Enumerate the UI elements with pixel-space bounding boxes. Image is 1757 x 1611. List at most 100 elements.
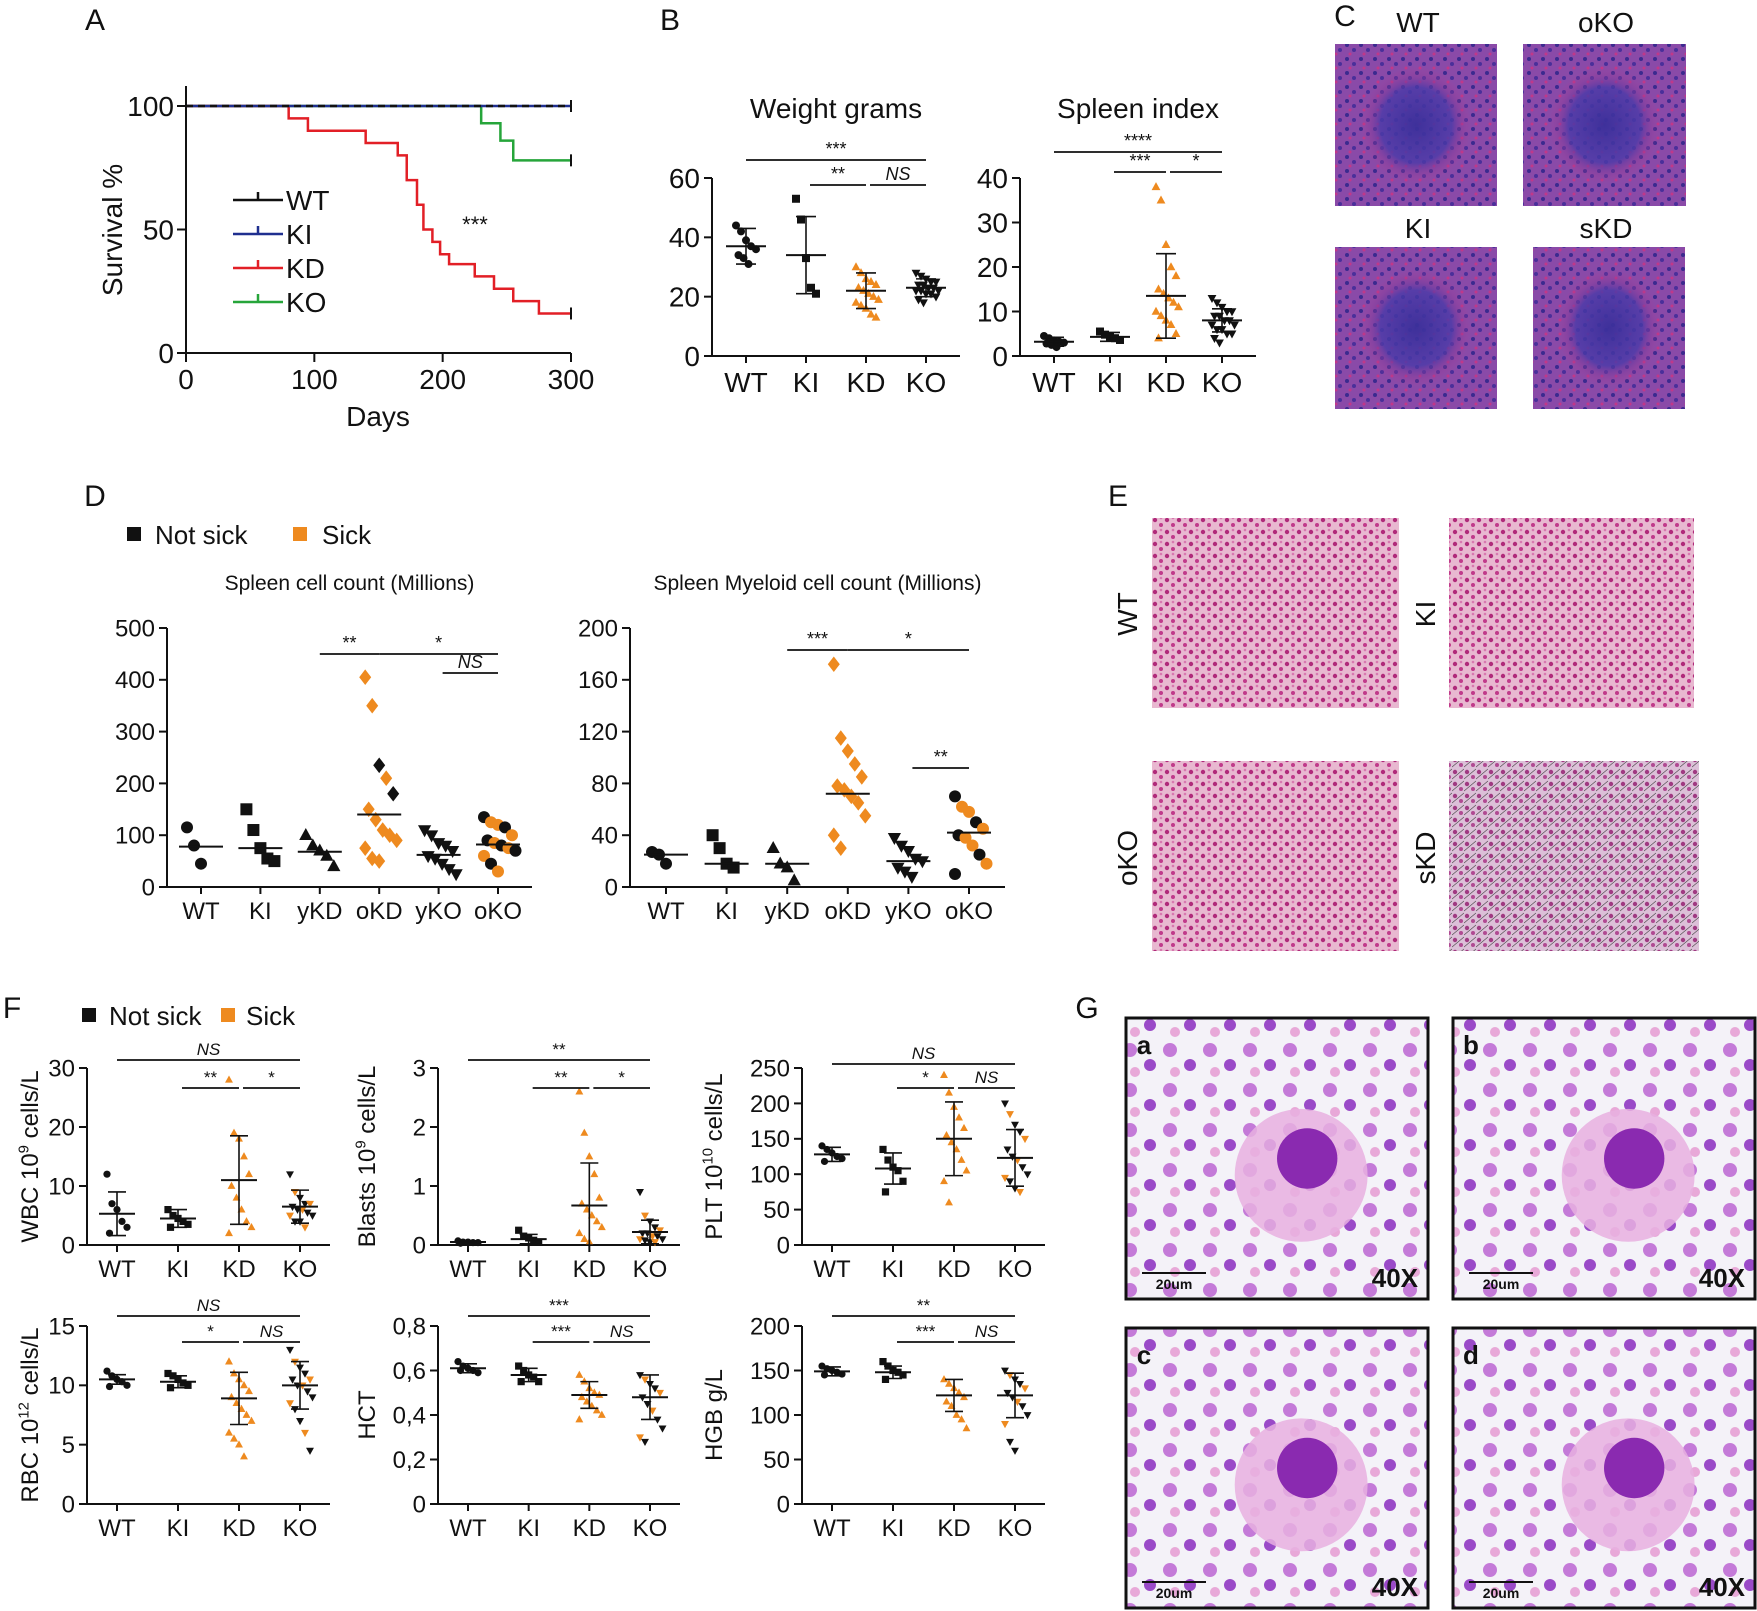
significance-label: ** — [204, 1068, 218, 1087]
x-tick-label: WT — [813, 1515, 851, 1542]
label-part: RBC 10 — [17, 1419, 44, 1503]
data-point — [1154, 284, 1163, 293]
y-tick-label: 100 — [750, 1402, 790, 1429]
data-point — [834, 840, 847, 856]
data-point — [1096, 327, 1104, 336]
data-point — [1227, 308, 1237, 317]
data-point — [973, 848, 986, 861]
data-point — [299, 828, 313, 840]
y-tick-label: 40 — [669, 222, 700, 253]
data-point — [952, 1410, 961, 1418]
y-tick-label: 10 — [977, 296, 1008, 327]
data-point — [575, 1415, 584, 1423]
data-point — [653, 1233, 662, 1241]
data-point — [1111, 334, 1119, 343]
data-point — [859, 807, 872, 824]
data-point — [831, 778, 844, 794]
data-point — [123, 1223, 131, 1231]
data-point — [301, 1224, 309, 1232]
figure-labels: Not sick Sick Not sick Sick A B C D E F G — [3, 0, 1356, 1031]
data-point — [286, 1171, 294, 1179]
y-tick-label: 0 — [684, 341, 700, 372]
x-tick-label: WT — [813, 1256, 851, 1283]
data-point — [1207, 294, 1217, 303]
data-point — [597, 1410, 606, 1418]
data-point — [184, 1220, 192, 1228]
data-point — [1001, 1174, 1009, 1183]
panel-letter-e: E — [1108, 480, 1128, 513]
significance-label: * — [922, 1068, 929, 1087]
data-point — [179, 1379, 187, 1387]
data-point — [499, 821, 511, 834]
data-point — [851, 262, 861, 271]
data-point — [245, 1169, 253, 1178]
follicle — [1549, 66, 1660, 184]
data-point — [306, 1200, 314, 1209]
data-point — [1006, 1111, 1014, 1119]
data-point — [869, 291, 878, 300]
data-point — [955, 1388, 963, 1396]
survival-curve-ko — [186, 104, 571, 162]
significance-label: *** — [807, 629, 828, 649]
x-tick-label: KD — [573, 1256, 606, 1283]
y-tick-label: 200 — [115, 771, 155, 798]
y-tick-label: 0 — [158, 338, 174, 369]
y-tick-label: 0,6 — [393, 1358, 426, 1385]
y-tick-label: 50 — [143, 215, 174, 246]
panel-letter-a: A — [85, 4, 105, 37]
data-point — [962, 1424, 971, 1432]
data-point — [291, 1218, 299, 1226]
x-tick-label: oKD — [824, 898, 871, 925]
data-point — [1003, 1389, 1012, 1398]
data-point — [838, 782, 851, 798]
data-point — [242, 1217, 251, 1225]
data-point — [1006, 1438, 1014, 1447]
y-tick-label: 0 — [605, 874, 618, 901]
data-point — [506, 829, 518, 842]
data-point — [914, 296, 923, 305]
data-point — [899, 1371, 907, 1379]
data-point — [474, 1369, 482, 1377]
legend-label: KI — [286, 219, 312, 250]
data-point — [1021, 1135, 1029, 1144]
label-part: cells/L — [354, 1066, 381, 1141]
y-tick-label: 100 — [750, 1162, 790, 1189]
y-tick-label: 0 — [142, 874, 155, 901]
data-point — [103, 1367, 111, 1375]
data-point — [247, 1222, 256, 1231]
data-point — [428, 853, 442, 866]
image-label: sKD — [1410, 832, 1441, 885]
data-point — [303, 1209, 312, 1217]
data-point — [245, 1386, 253, 1395]
legend-label: Sick — [322, 520, 372, 550]
cell-nucleus — [1604, 1128, 1665, 1189]
data-point — [230, 1434, 238, 1442]
data-point — [590, 1169, 599, 1178]
x-tick-label: KI — [517, 1256, 540, 1283]
data-point — [1011, 1447, 1019, 1455]
data-point — [179, 1217, 187, 1225]
data-point — [240, 1152, 248, 1160]
x-tick-label: KD — [937, 1515, 970, 1542]
image-label: oKO — [1112, 830, 1143, 886]
significance-label: *** — [462, 212, 488, 237]
y-axis-label: RBC 1012 cells/L — [16, 1327, 44, 1502]
y-tick-label: 200 — [578, 615, 618, 642]
follicle — [1360, 269, 1472, 387]
data-point — [327, 859, 341, 872]
data-point — [737, 227, 745, 236]
x-tick-label: KI — [1097, 367, 1123, 398]
label-part: cells/L — [701, 1073, 728, 1148]
image-label: KI — [1410, 601, 1441, 627]
data-point — [225, 1075, 233, 1083]
data-point — [303, 1388, 312, 1396]
label-part: HGB g/L — [701, 1369, 728, 1461]
data-point — [286, 1400, 294, 1408]
x-tick-label: KI — [715, 898, 738, 925]
data-point — [301, 1429, 309, 1438]
data-point — [515, 1362, 523, 1370]
x-tick-label: KO — [906, 367, 946, 398]
scale-label: 20um — [1156, 1585, 1193, 1601]
data-point — [181, 821, 193, 834]
